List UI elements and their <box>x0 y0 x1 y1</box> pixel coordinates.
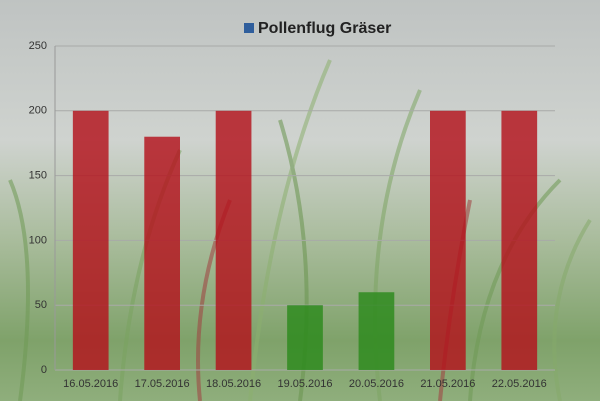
y-tick-label: 0 <box>41 364 47 376</box>
bar <box>144 136 180 370</box>
legend-label: Pollenflug Gräser <box>258 20 391 37</box>
bar <box>358 292 395 370</box>
x-tick-label: 22.05.2016 <box>492 378 547 390</box>
y-tick-label: 100 <box>29 234 47 246</box>
legend-swatch <box>244 23 254 33</box>
x-tick-label: 16.05.2016 <box>63 378 118 390</box>
y-tick-label: 50 <box>35 299 47 311</box>
legend: Pollenflug Gräser <box>244 20 391 37</box>
y-tick-label: 200 <box>29 105 47 117</box>
x-tick-label: 18.05.2016 <box>206 378 261 390</box>
bar <box>287 305 323 370</box>
x-tick-label: 21.05.2016 <box>420 378 475 390</box>
bar <box>72 110 109 371</box>
bar <box>501 110 538 371</box>
y-tick-label: 150 <box>29 170 47 182</box>
bar <box>215 110 252 371</box>
bar <box>430 110 466 371</box>
x-tick-label: 17.05.2016 <box>135 378 190 390</box>
y-tick-label: 250 <box>29 40 47 52</box>
x-tick-label: 20.05.2016 <box>349 378 404 390</box>
x-tick-label: 19.05.2016 <box>277 378 332 390</box>
